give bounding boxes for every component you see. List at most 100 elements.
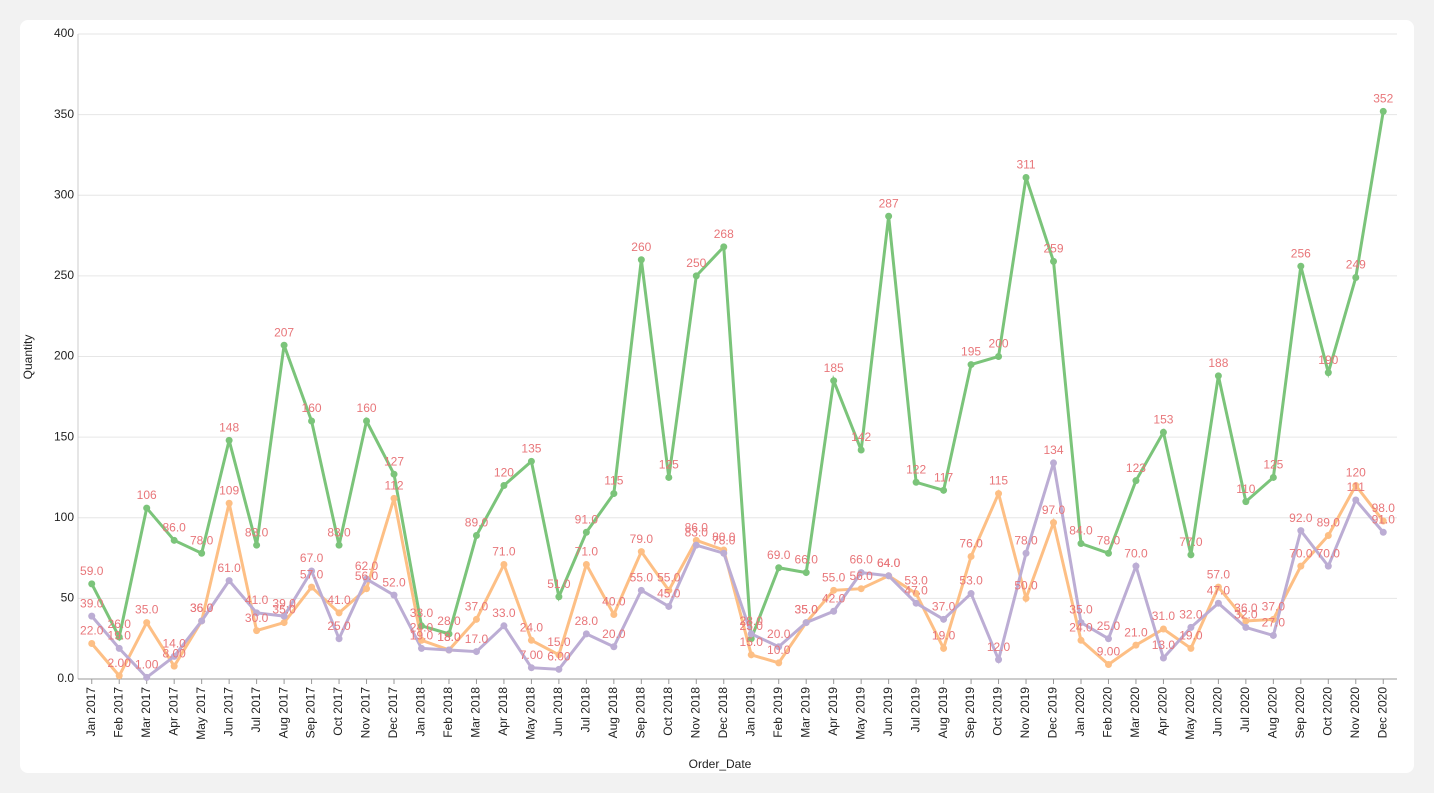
point	[1132, 477, 1140, 485]
point	[775, 659, 783, 667]
series-line	[90, 111, 1385, 642]
point	[335, 541, 343, 549]
data-label: 66.0	[795, 553, 819, 567]
y-tick-label: 150	[54, 429, 74, 443]
card	[20, 20, 1414, 773]
data-label: 160	[357, 401, 377, 415]
data-label: 64.0	[877, 556, 901, 570]
x-tick-label: Jul 2018	[579, 687, 593, 733]
point	[527, 664, 535, 672]
point	[1159, 654, 1167, 662]
point	[747, 635, 755, 643]
data-label: 24.0	[520, 620, 544, 634]
x-tick-label: Feb 2020	[1101, 687, 1115, 738]
point	[610, 611, 618, 618]
data-label: 35.0	[1069, 603, 1093, 617]
point	[527, 636, 535, 644]
data-label: 134	[1043, 443, 1063, 457]
data-label: 259	[1043, 242, 1063, 256]
point	[830, 586, 838, 594]
data-label: 79.0	[630, 532, 654, 546]
data-label: 35.0	[272, 603, 296, 617]
x-tick-label: Dec 2020	[1375, 687, 1389, 739]
point	[472, 531, 480, 539]
point	[747, 651, 755, 659]
x-tick-label: Dec 2017	[386, 687, 400, 739]
data-label: 195	[961, 345, 981, 359]
x-tick-label: Jul 2017	[249, 687, 263, 733]
point	[1132, 562, 1140, 570]
data-label: 56.0	[849, 569, 873, 583]
data-label: 47.0	[1207, 583, 1231, 597]
point	[775, 564, 783, 572]
data-label: 52.0	[382, 575, 406, 589]
data-label: 36.0	[1234, 601, 1258, 615]
point	[995, 656, 1003, 664]
data-label: 78.0	[1097, 533, 1121, 547]
data-label: 51.0	[547, 577, 571, 591]
x-tick-label: Nov 2020	[1348, 687, 1362, 739]
x-tick-label: Jun 2019	[881, 687, 895, 737]
x-tick-label: May 2020	[1183, 687, 1197, 740]
data-label: 14.0	[162, 637, 186, 651]
point	[198, 549, 206, 557]
point	[555, 651, 563, 659]
point	[692, 272, 700, 280]
data-label: 59.0	[80, 564, 104, 578]
point	[692, 536, 700, 544]
point	[143, 619, 151, 627]
y-axis-label: Quantity	[21, 335, 35, 380]
point	[637, 256, 645, 264]
point	[1104, 660, 1112, 668]
data-label: 55.0	[630, 570, 654, 584]
point	[1022, 549, 1030, 557]
point	[472, 648, 480, 656]
x-tick-label: Sep 2018	[633, 687, 647, 739]
data-label: 207	[274, 325, 294, 339]
point	[610, 490, 618, 498]
point	[940, 615, 948, 623]
data-label: 89.0	[1317, 516, 1341, 530]
point	[170, 662, 178, 670]
point	[225, 499, 233, 507]
data-label: 39.0	[80, 596, 104, 610]
data-label: 64.0	[877, 556, 901, 570]
data-label: 106	[137, 488, 157, 502]
data-label: 260	[631, 240, 651, 254]
data-label: 28.0	[740, 614, 764, 628]
x-tick-label: May 2017	[194, 687, 208, 740]
point	[885, 572, 893, 580]
data-label: 77.0	[1179, 535, 1203, 549]
x-tick-label: Mar 2017	[139, 687, 153, 738]
x-tick-label: Jul 2020	[1238, 687, 1252, 733]
data-label: 92.0	[1289, 511, 1313, 525]
point	[912, 478, 920, 486]
point	[1379, 528, 1387, 536]
point	[857, 446, 865, 454]
point	[830, 607, 838, 615]
x-tick-label: Aug 2017	[276, 687, 290, 739]
x-tick-label: Dec 2019	[1046, 687, 1060, 739]
point	[610, 643, 618, 651]
data-label: 8.00	[162, 646, 186, 660]
point	[88, 640, 96, 648]
point	[995, 353, 1003, 360]
data-label: 50.0	[1014, 579, 1038, 593]
data-label: 28.0	[575, 614, 599, 628]
data-label: 98.0	[1372, 501, 1396, 515]
data-label: 36.0	[190, 601, 214, 615]
data-label: 67.0	[300, 551, 324, 565]
data-label: 62.0	[355, 559, 379, 573]
data-label: 19.0	[410, 629, 434, 643]
point	[225, 577, 233, 585]
x-tick-label: Sep 2019	[963, 687, 977, 739]
data-label: 117	[934, 471, 953, 485]
data-label: 109	[219, 483, 239, 497]
data-label: 9.00	[1097, 645, 1121, 659]
point	[253, 609, 261, 617]
point	[720, 549, 728, 557]
x-tick-label: Sep 2017	[304, 687, 318, 739]
data-label: 78.0	[712, 533, 736, 547]
x-tick-label: Jun 2017	[221, 687, 235, 737]
y-tick-label: 250	[54, 268, 74, 282]
